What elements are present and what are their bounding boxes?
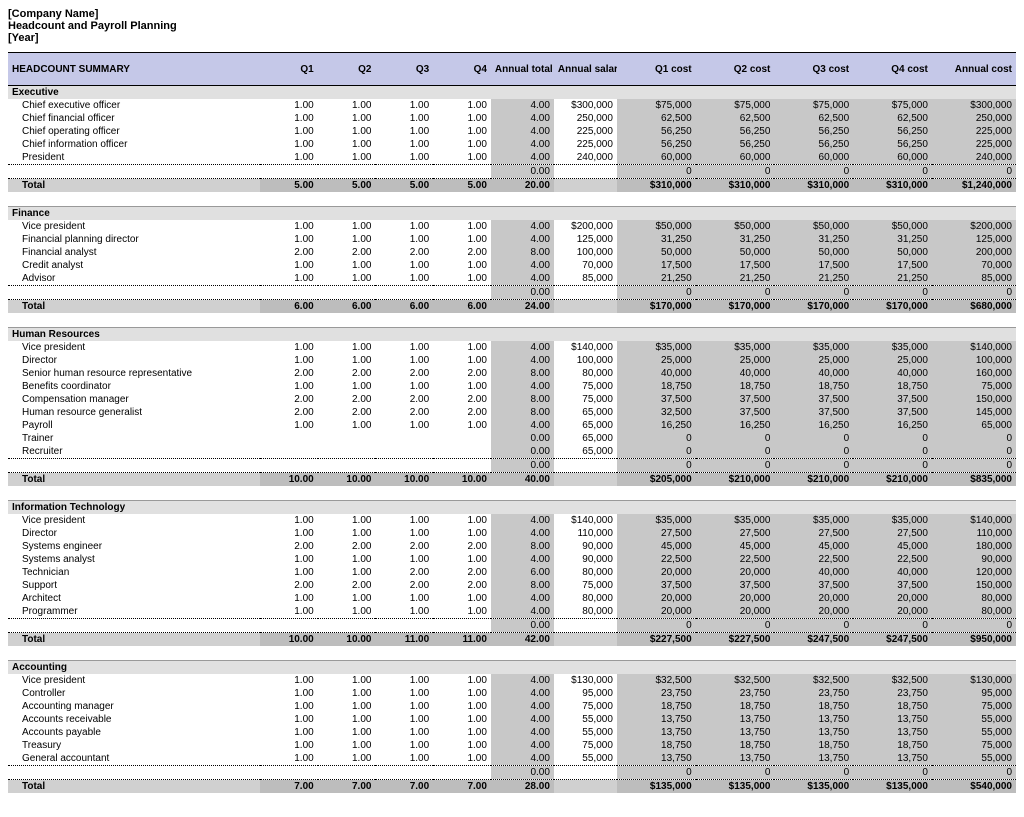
table-row: Systems analyst1.001.001.001.004.0090,00… bbox=[8, 553, 1016, 566]
table-row: Payroll1.001.001.001.004.0065,00016,2501… bbox=[8, 419, 1016, 432]
col-q4cost: Q4 cost bbox=[853, 53, 932, 86]
table-row: Chief financial officer1.001.001.001.004… bbox=[8, 112, 1016, 125]
table-row: President1.001.001.001.004.00240,00060,0… bbox=[8, 151, 1016, 165]
col-annual-total: Annual total bbox=[491, 53, 554, 86]
table-row: Senior human resource representative2.00… bbox=[8, 367, 1016, 380]
table-row: Accounting manager1.001.001.001.004.0075… bbox=[8, 700, 1016, 713]
table-row: Technician1.001.002.002.006.0080,00020,0… bbox=[8, 566, 1016, 579]
col-annual-cost: Annual cost bbox=[932, 53, 1016, 86]
table-row: Director1.001.001.001.004.00100,00025,00… bbox=[8, 354, 1016, 367]
table-row: Financial analyst2.002.002.002.008.00100… bbox=[8, 246, 1016, 259]
section-total: Total6.006.006.006.0024.00$170,000$170,0… bbox=[8, 300, 1016, 314]
table-row: Support2.002.002.002.008.0075,00037,5003… bbox=[8, 579, 1016, 592]
table-row: 0.0000000 bbox=[8, 286, 1016, 300]
table-row: Systems engineer2.002.002.002.008.0090,0… bbox=[8, 540, 1016, 553]
col-q2cost: Q2 cost bbox=[696, 53, 775, 86]
section-header: Executive bbox=[8, 86, 1016, 100]
table-row: 0.0000000 bbox=[8, 766, 1016, 780]
section-name: Accounting bbox=[8, 661, 1016, 675]
table-row: Recruiter0.0065,00000000 bbox=[8, 445, 1016, 459]
col-q1cost: Q1 cost bbox=[617, 53, 696, 86]
section-name: Finance bbox=[8, 207, 1016, 221]
table-row: Vice president1.001.001.001.004.00$200,0… bbox=[8, 220, 1016, 233]
table-row: Vice president1.001.001.001.004.00$140,0… bbox=[8, 341, 1016, 354]
table-row: 0.0000000 bbox=[8, 165, 1016, 179]
section-total: Total5.005.005.005.0020.00$310,000$310,0… bbox=[8, 179, 1016, 193]
report-year: [Year] bbox=[8, 32, 1016, 44]
col-annual-salary: Annual salary bbox=[554, 53, 617, 86]
col-q4: Q4 bbox=[433, 53, 491, 86]
table-row: 0.0000000 bbox=[8, 459, 1016, 473]
section-total: Total7.007.007.007.0028.00$135,000$135,0… bbox=[8, 780, 1016, 794]
table-row: General accountant1.001.001.001.004.0055… bbox=[8, 752, 1016, 766]
table-row: Chief information officer1.001.001.001.0… bbox=[8, 138, 1016, 151]
table-row: Trainer0.0065,00000000 bbox=[8, 432, 1016, 445]
company-name: [Company Name] bbox=[8, 8, 1016, 20]
table-row: Advisor1.001.001.001.004.0085,00021,2502… bbox=[8, 272, 1016, 286]
table-row: 0.0000000 bbox=[8, 619, 1016, 633]
table-body: ExecutiveChief executive officer1.001.00… bbox=[8, 86, 1016, 794]
table-row: Benefits coordinator1.001.001.001.004.00… bbox=[8, 380, 1016, 393]
table-row: Chief executive officer1.001.001.001.004… bbox=[8, 99, 1016, 112]
section-header: Accounting bbox=[8, 661, 1016, 675]
section-name: Information Technology bbox=[8, 501, 1016, 515]
section-header: Human Resources bbox=[8, 328, 1016, 342]
table-row: Accounts receivable1.001.001.001.004.005… bbox=[8, 713, 1016, 726]
col-q2: Q2 bbox=[318, 53, 376, 86]
table-row: Vice president1.001.001.001.004.00$140,0… bbox=[8, 514, 1016, 527]
headcount-table: HEADCOUNT SUMMARY Q1 Q2 Q3 Q4 Annual tot… bbox=[8, 52, 1016, 793]
col-main: HEADCOUNT SUMMARY bbox=[8, 53, 260, 86]
table-row: Human resource generalist2.002.002.002.0… bbox=[8, 406, 1016, 419]
section-name: Executive bbox=[8, 86, 1016, 100]
section-header: Finance bbox=[8, 207, 1016, 221]
table-row: Treasury1.001.001.001.004.0075,00018,750… bbox=[8, 739, 1016, 752]
table-row: Architect1.001.001.001.004.0080,00020,00… bbox=[8, 592, 1016, 605]
table-header: HEADCOUNT SUMMARY Q1 Q2 Q3 Q4 Annual tot… bbox=[8, 53, 1016, 86]
table-row: Controller1.001.001.001.004.0095,00023,7… bbox=[8, 687, 1016, 700]
table-row: Financial planning director1.001.001.001… bbox=[8, 233, 1016, 246]
section-total: Total10.0010.0010.0010.0040.00$205,000$2… bbox=[8, 473, 1016, 487]
table-row: Director1.001.001.001.004.00110,00027,50… bbox=[8, 527, 1016, 540]
section-name: Human Resources bbox=[8, 328, 1016, 342]
report-title: Headcount and Payroll Planning bbox=[8, 20, 1016, 32]
table-row: Programmer1.001.001.001.004.0080,00020,0… bbox=[8, 605, 1016, 619]
section-header: Information Technology bbox=[8, 501, 1016, 515]
table-row: Chief operating officer1.001.001.001.004… bbox=[8, 125, 1016, 138]
col-q3cost: Q3 cost bbox=[774, 53, 853, 86]
table-row: Credit analyst1.001.001.001.004.0070,000… bbox=[8, 259, 1016, 272]
section-total: Total10.0010.0011.0011.0042.00$227,500$2… bbox=[8, 633, 1016, 647]
table-row: Accounts payable1.001.001.001.004.0055,0… bbox=[8, 726, 1016, 739]
col-q1: Q1 bbox=[260, 53, 318, 86]
table-row: Vice president1.001.001.001.004.00$130,0… bbox=[8, 674, 1016, 687]
table-row: Compensation manager2.002.002.002.008.00… bbox=[8, 393, 1016, 406]
col-q3: Q3 bbox=[375, 53, 433, 86]
